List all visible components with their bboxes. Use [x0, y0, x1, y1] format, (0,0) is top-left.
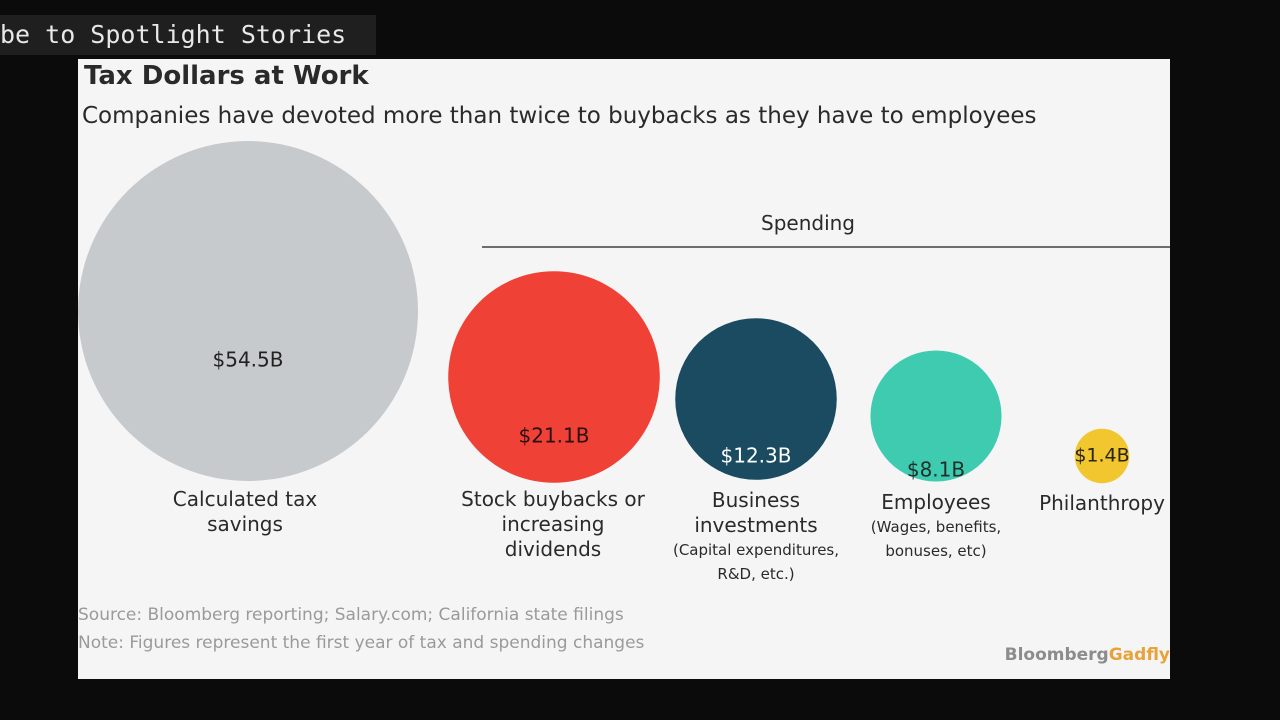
- bubble-chart: $54.5B $21.1B $12.3B $8.1B $1.4B: [78, 141, 1130, 484]
- value-label-business-investments: $12.3B: [721, 444, 792, 468]
- partial-headline: [0, 700, 1280, 720]
- value-label-employees: $8.1B: [907, 458, 965, 482]
- label-philanthropy: Philanthropy: [1039, 491, 1165, 515]
- label-employees: Employees: [881, 490, 991, 514]
- source-note: Source: Bloomberg reporting; Salary.com;…: [78, 605, 624, 625]
- bubble-philanthropy: [1074, 428, 1130, 484]
- sublabel-employees: (Wages, benefits, bonuses, etc): [870, 518, 1002, 560]
- chart-subtitle: Companies have devoted more than twice t…: [82, 103, 1037, 129]
- sublabel-business-investments: (Capital expenditures, R&D, etc.): [672, 541, 840, 583]
- chart-title: Tax Dollars at Work: [84, 61, 369, 91]
- spending-divider: [482, 246, 1170, 248]
- label-tax-savings: Calculated tax savings: [172, 487, 318, 536]
- spending-group-label: Spending: [761, 211, 855, 235]
- value-label-stock-buybacks: $21.1B: [519, 424, 590, 448]
- banner-text: be to Spotlight Stories: [0, 20, 347, 49]
- bubble-stock-buybacks: [448, 271, 660, 483]
- bubble-business-investments: [675, 318, 837, 480]
- brand-logo: BloombergGadfly: [1004, 645, 1170, 665]
- value-label-philanthropy: $1.4B: [1074, 445, 1129, 467]
- label-business-investments: Business investments: [694, 488, 818, 537]
- chart-card: Tax Dollars at Work Companies have devot…: [78, 59, 1170, 679]
- value-label-tax-savings: $54.5B: [213, 348, 284, 372]
- bubble-tax-savings: [78, 141, 418, 481]
- figures-note: Note: Figures represent the first year o…: [78, 633, 645, 653]
- bubble-employees: [870, 350, 1002, 482]
- label-stock-buybacks: Stock buybacks or increasing dividends: [461, 487, 645, 561]
- story-banner: be to Spotlight Stories: [0, 15, 376, 55]
